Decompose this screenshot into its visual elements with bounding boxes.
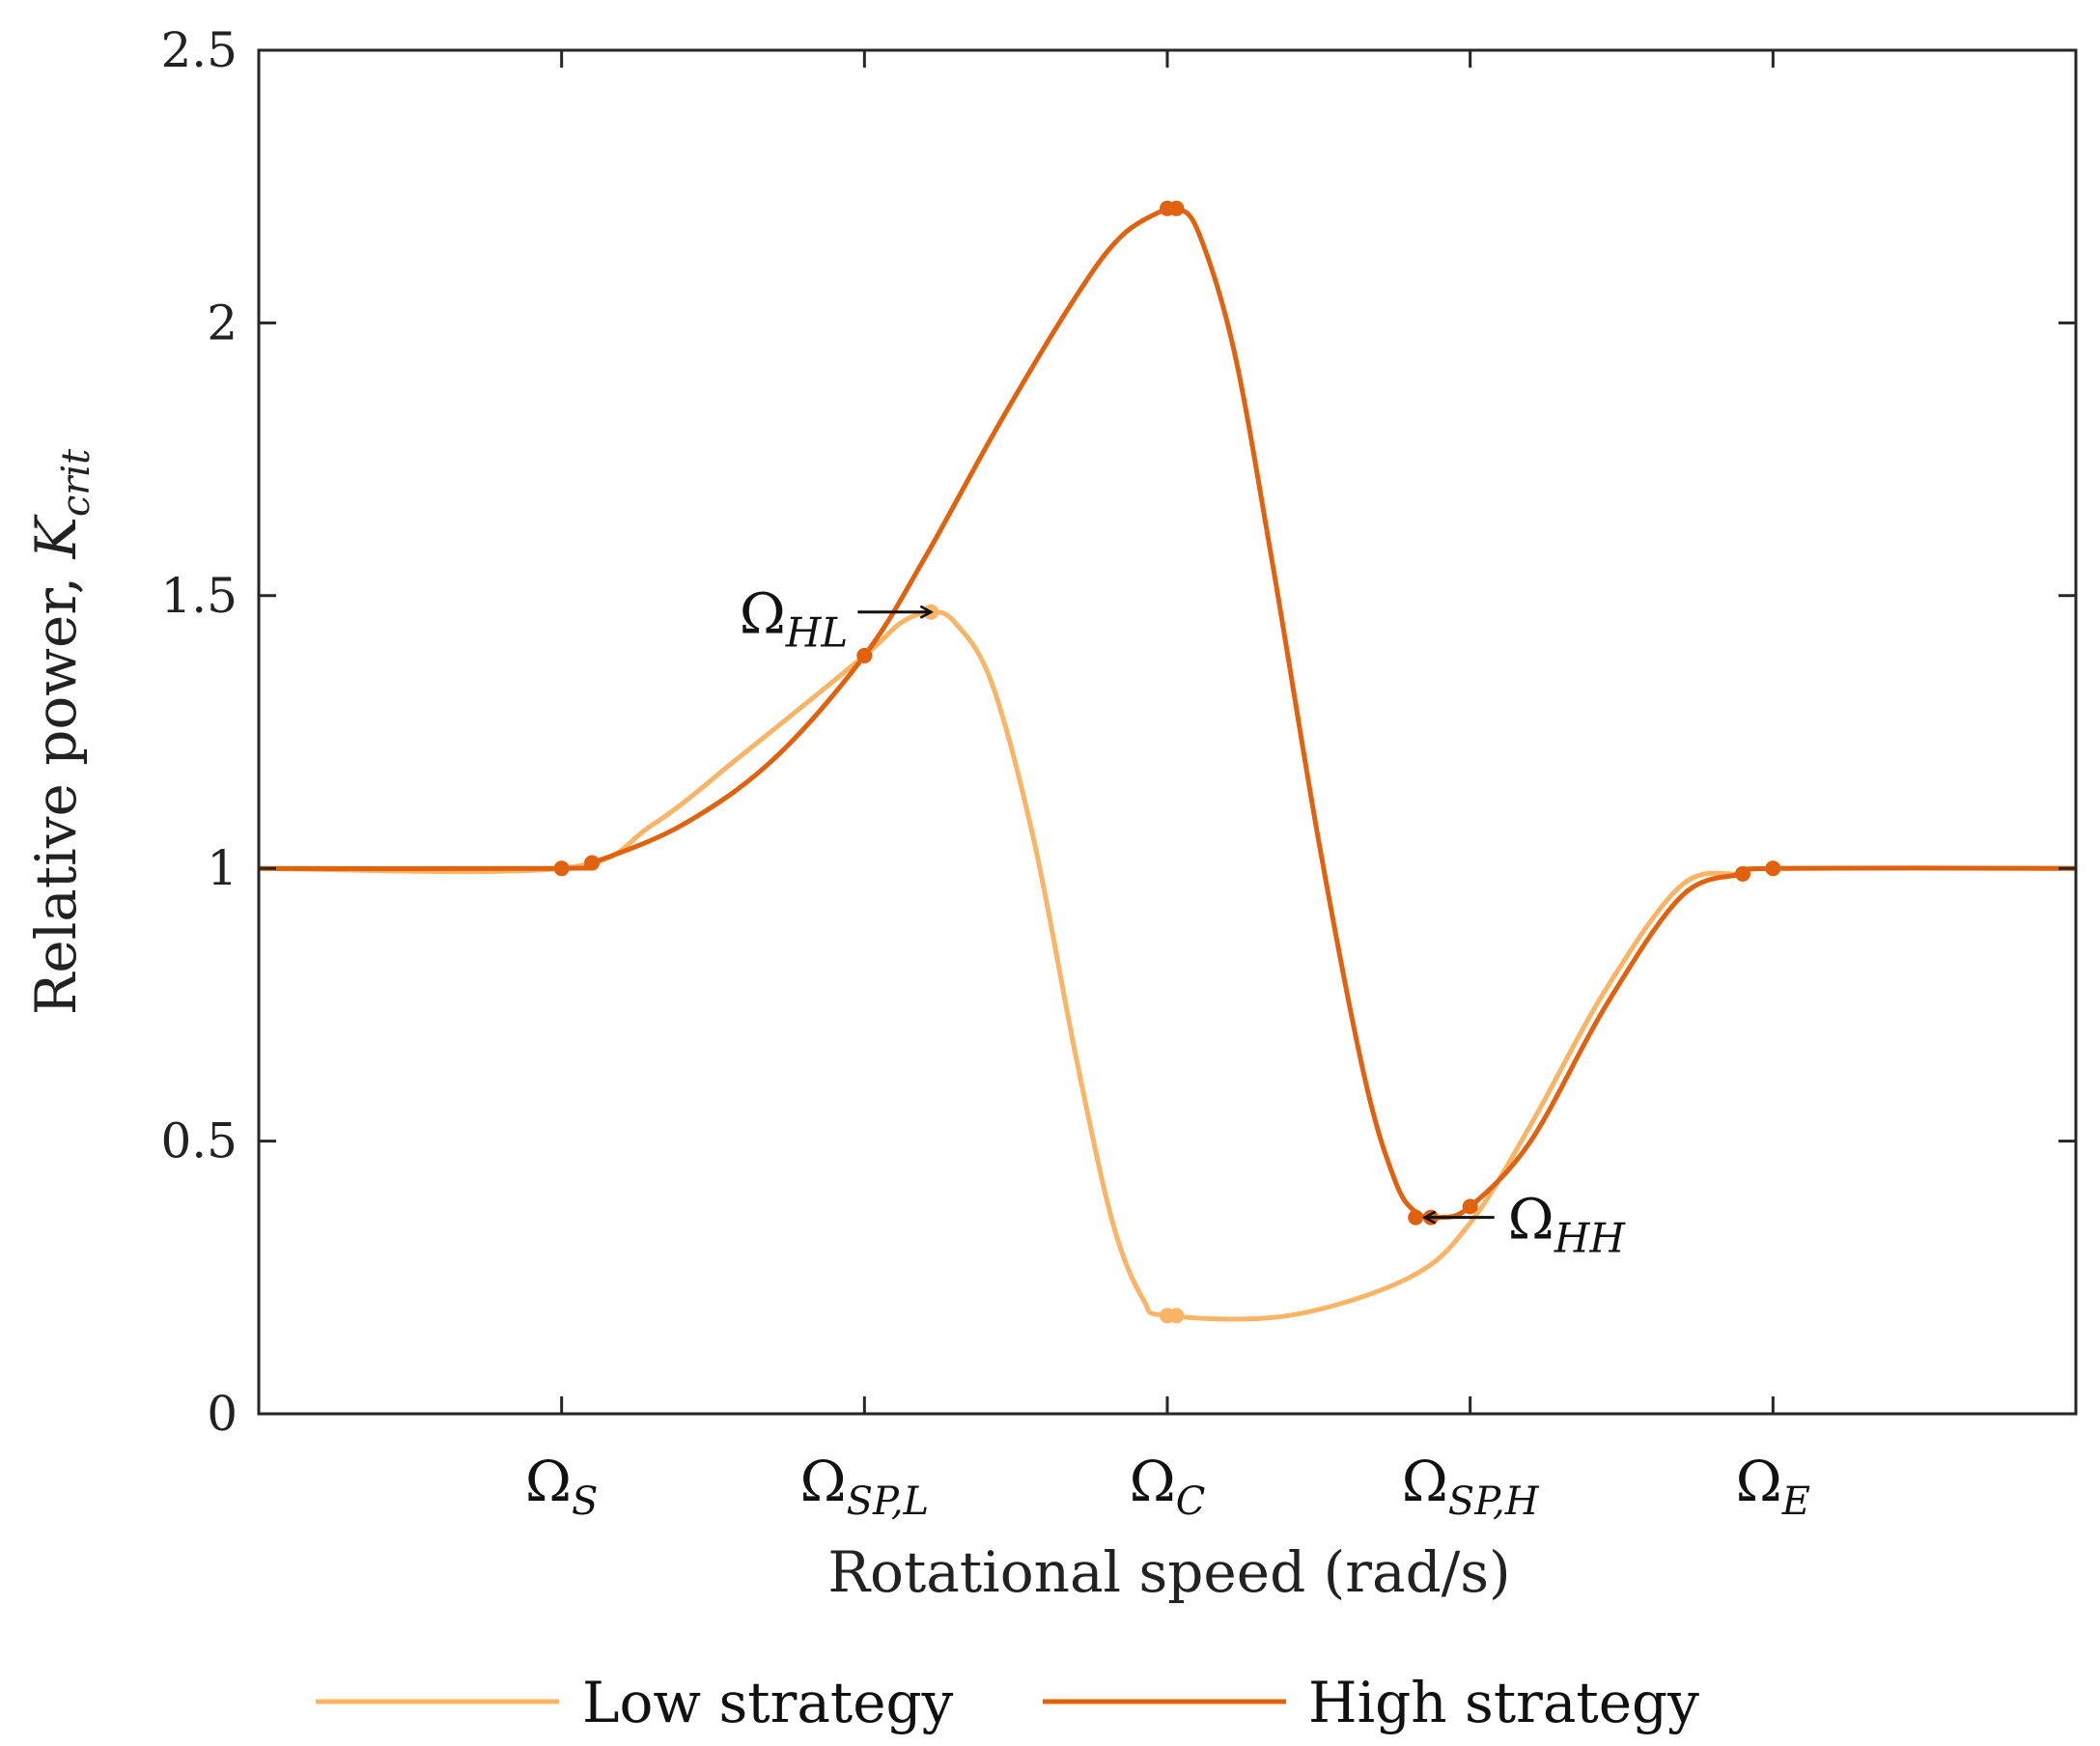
annotation-subscript: HH xyxy=(1554,1215,1627,1262)
y-axis-title-symbol: K xyxy=(23,513,89,559)
y-tick-label-0: 0 xyxy=(207,1386,238,1442)
x-tick-subscript: S xyxy=(572,1479,598,1524)
x-axis-title: Rotational speed (rad/s) xyxy=(827,1539,1510,1605)
legend-label-high-strategy: High strategy xyxy=(1308,1670,1699,1735)
plot-area xyxy=(259,50,2076,1414)
data-point-high-strategy-8 xyxy=(1734,865,1750,882)
x-tick-symbol: Ω xyxy=(1402,1449,1448,1514)
annotation-subscript: HL xyxy=(785,609,849,657)
annotation-label-hh: ΩHH xyxy=(1508,1187,1627,1262)
data-point-high-strategy-5 xyxy=(1408,1209,1424,1225)
x-tick-label-3: ΩSP,H xyxy=(1402,1449,1540,1524)
legend: Low strategy High strategy xyxy=(316,1670,1699,1735)
data-point-high-strategy-2 xyxy=(856,647,873,663)
x-tick-subscript: SP,H xyxy=(1448,1479,1540,1524)
data-point-high-strategy-7 xyxy=(1462,1198,1478,1215)
data-point-high-strategy-1 xyxy=(584,855,601,871)
data-point-low-strategy-5 xyxy=(1168,1308,1185,1324)
x-tick-label-2: ΩC xyxy=(1130,1449,1206,1524)
y-tick-label-5: 2.5 xyxy=(160,22,238,78)
x-tick-subscript: SP,L xyxy=(847,1479,930,1524)
series-line-high-strategy xyxy=(258,203,2077,1221)
annotation-symbol: Ω xyxy=(740,581,786,647)
y-tick-label-4: 2 xyxy=(207,295,238,351)
y-axis-title-text: Relative power, xyxy=(23,558,89,1015)
x-tick-symbol: Ω xyxy=(800,1449,847,1514)
x-tick-subscript: C xyxy=(1176,1479,1206,1524)
plot-background xyxy=(259,50,2076,1414)
x-tick-symbol: Ω xyxy=(1736,1449,1782,1514)
x-tick-label-4: ΩE xyxy=(1736,1449,1810,1524)
data-point-high-strategy-0 xyxy=(553,860,570,877)
y-tick-label-1: 0.5 xyxy=(160,1113,238,1169)
y-tick-label-3: 1.5 xyxy=(160,568,238,624)
legend-label-low-strategy: Low strategy xyxy=(582,1670,954,1735)
x-tick-label-0: ΩS xyxy=(525,1449,599,1524)
series-layer xyxy=(258,203,2077,1322)
axes-layer: 00.511.522.5ΩS ΩSP,L ΩC ΩSP,H ΩE xyxy=(160,22,2078,1524)
marker-layer xyxy=(553,200,1781,1324)
y-axis-title-subscript: crit xyxy=(54,448,98,517)
annotation-symbol: Ω xyxy=(1508,1187,1554,1253)
y-axis-title: Relative power, Kcrit xyxy=(23,448,98,1015)
x-tick-symbol: Ω xyxy=(525,1449,572,1514)
data-point-high-strategy-4 xyxy=(1168,200,1185,216)
annotation-label-hl: ΩHL xyxy=(740,581,849,657)
series-line-low-strategy xyxy=(258,609,2077,1322)
x-tick-subscript: E xyxy=(1781,1479,1810,1524)
x-tick-symbol: Ω xyxy=(1130,1449,1176,1514)
x-tick-label-1: ΩSP,L xyxy=(800,1449,930,1524)
y-tick-label-2: 1 xyxy=(207,840,238,896)
data-point-high-strategy-9 xyxy=(1765,860,1781,877)
